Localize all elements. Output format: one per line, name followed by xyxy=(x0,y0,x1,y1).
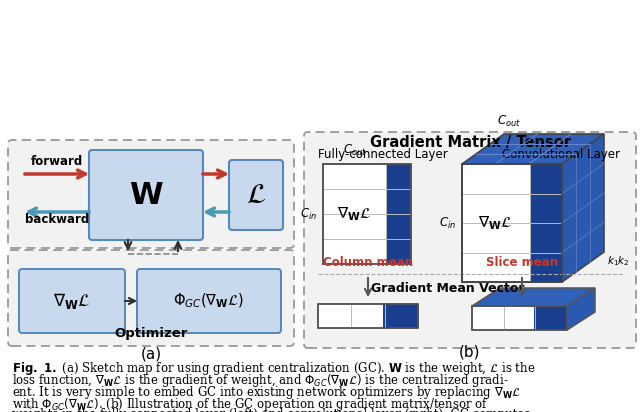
Text: (b): (b) xyxy=(460,344,481,360)
Text: $k_1 k_2$: $k_1 k_2$ xyxy=(607,254,630,268)
Text: $\nabla_{\mathbf{W}}\mathcal{L}$: $\nabla_{\mathbf{W}}\mathcal{L}$ xyxy=(477,214,512,232)
FancyBboxPatch shape xyxy=(89,150,203,240)
Text: Gradient Matrix / Tensor: Gradient Matrix / Tensor xyxy=(369,134,570,150)
Polygon shape xyxy=(567,288,595,330)
FancyBboxPatch shape xyxy=(8,140,294,248)
Text: with $\Phi_{GC}(\nabla_{\mathbf{W}}\mathcal{L})$. (b) Illustration of the GC ope: with $\Phi_{GC}(\nabla_{\mathbf{W}}\math… xyxy=(12,396,489,412)
FancyBboxPatch shape xyxy=(304,132,636,348)
Bar xyxy=(318,304,418,328)
Bar xyxy=(462,164,562,282)
Bar xyxy=(318,304,418,328)
Text: $\nabla_{\mathbf{W}}\mathcal{L}$: $\nabla_{\mathbf{W}}\mathcal{L}$ xyxy=(53,291,91,311)
Bar xyxy=(462,164,562,282)
Text: $\nabla_{\mathbf{W}}\mathcal{L}$: $\nabla_{\mathbf{W}}\mathcal{L}$ xyxy=(337,205,372,223)
Bar xyxy=(383,304,418,328)
Text: Gradient Mean Vector: Gradient Mean Vector xyxy=(371,282,525,295)
Bar xyxy=(472,306,567,330)
Text: backward: backward xyxy=(25,213,89,226)
Text: $\mathbf{Fig.\ 1.}$ (a) Sketch map for using gradient centralization (GC). $\mat: $\mathbf{Fig.\ 1.}$ (a) Sketch map for u… xyxy=(12,360,536,377)
Polygon shape xyxy=(472,288,595,306)
FancyBboxPatch shape xyxy=(8,250,294,346)
FancyBboxPatch shape xyxy=(229,160,283,230)
Text: forward: forward xyxy=(31,155,83,168)
Text: Fully-connected Layer: Fully-connected Layer xyxy=(318,147,448,161)
FancyBboxPatch shape xyxy=(137,269,281,333)
Polygon shape xyxy=(562,134,604,282)
Text: $\Phi_{GC}(\nabla_{\mathbf{W}}\mathcal{L})$: $\Phi_{GC}(\nabla_{\mathbf{W}}\mathcal{L… xyxy=(173,292,244,310)
Bar xyxy=(387,164,411,264)
FancyBboxPatch shape xyxy=(19,269,125,333)
Bar xyxy=(534,306,567,330)
Text: (a): (a) xyxy=(140,346,161,361)
Bar xyxy=(530,164,562,282)
Bar xyxy=(323,164,411,264)
Text: $C_{in}$: $C_{in}$ xyxy=(300,206,317,222)
Bar xyxy=(472,306,567,330)
Text: Optimizer: Optimizer xyxy=(115,327,188,340)
Polygon shape xyxy=(462,134,604,164)
Text: ent. It is very simple to embed GC into existing network optimizers by replacing: ent. It is very simple to embed GC into … xyxy=(12,384,521,401)
Text: $C_{out}$: $C_{out}$ xyxy=(497,114,521,129)
Bar xyxy=(323,164,411,264)
Text: $C_{in}$: $C_{in}$ xyxy=(439,215,456,231)
Text: Slice mean: Slice mean xyxy=(486,256,558,269)
Text: loss function, $\nabla_{\mathbf{W}}\mathcal{L}$ is the gradient of weight, and $: loss function, $\nabla_{\mathbf{W}}\math… xyxy=(12,372,509,389)
Text: $\mathcal{L}$: $\mathcal{L}$ xyxy=(246,181,266,209)
Text: $C_{out}$: $C_{out}$ xyxy=(342,143,367,158)
Text: Convolutional Layer: Convolutional Layer xyxy=(502,147,620,161)
Text: Column mean: Column mean xyxy=(323,256,413,269)
Text: $\mathbf{W}$: $\mathbf{W}$ xyxy=(129,180,163,209)
Text: weights in the fully-connected layer (left) and convolutional layer (right). GC : weights in the fully-connected layer (le… xyxy=(12,408,531,412)
